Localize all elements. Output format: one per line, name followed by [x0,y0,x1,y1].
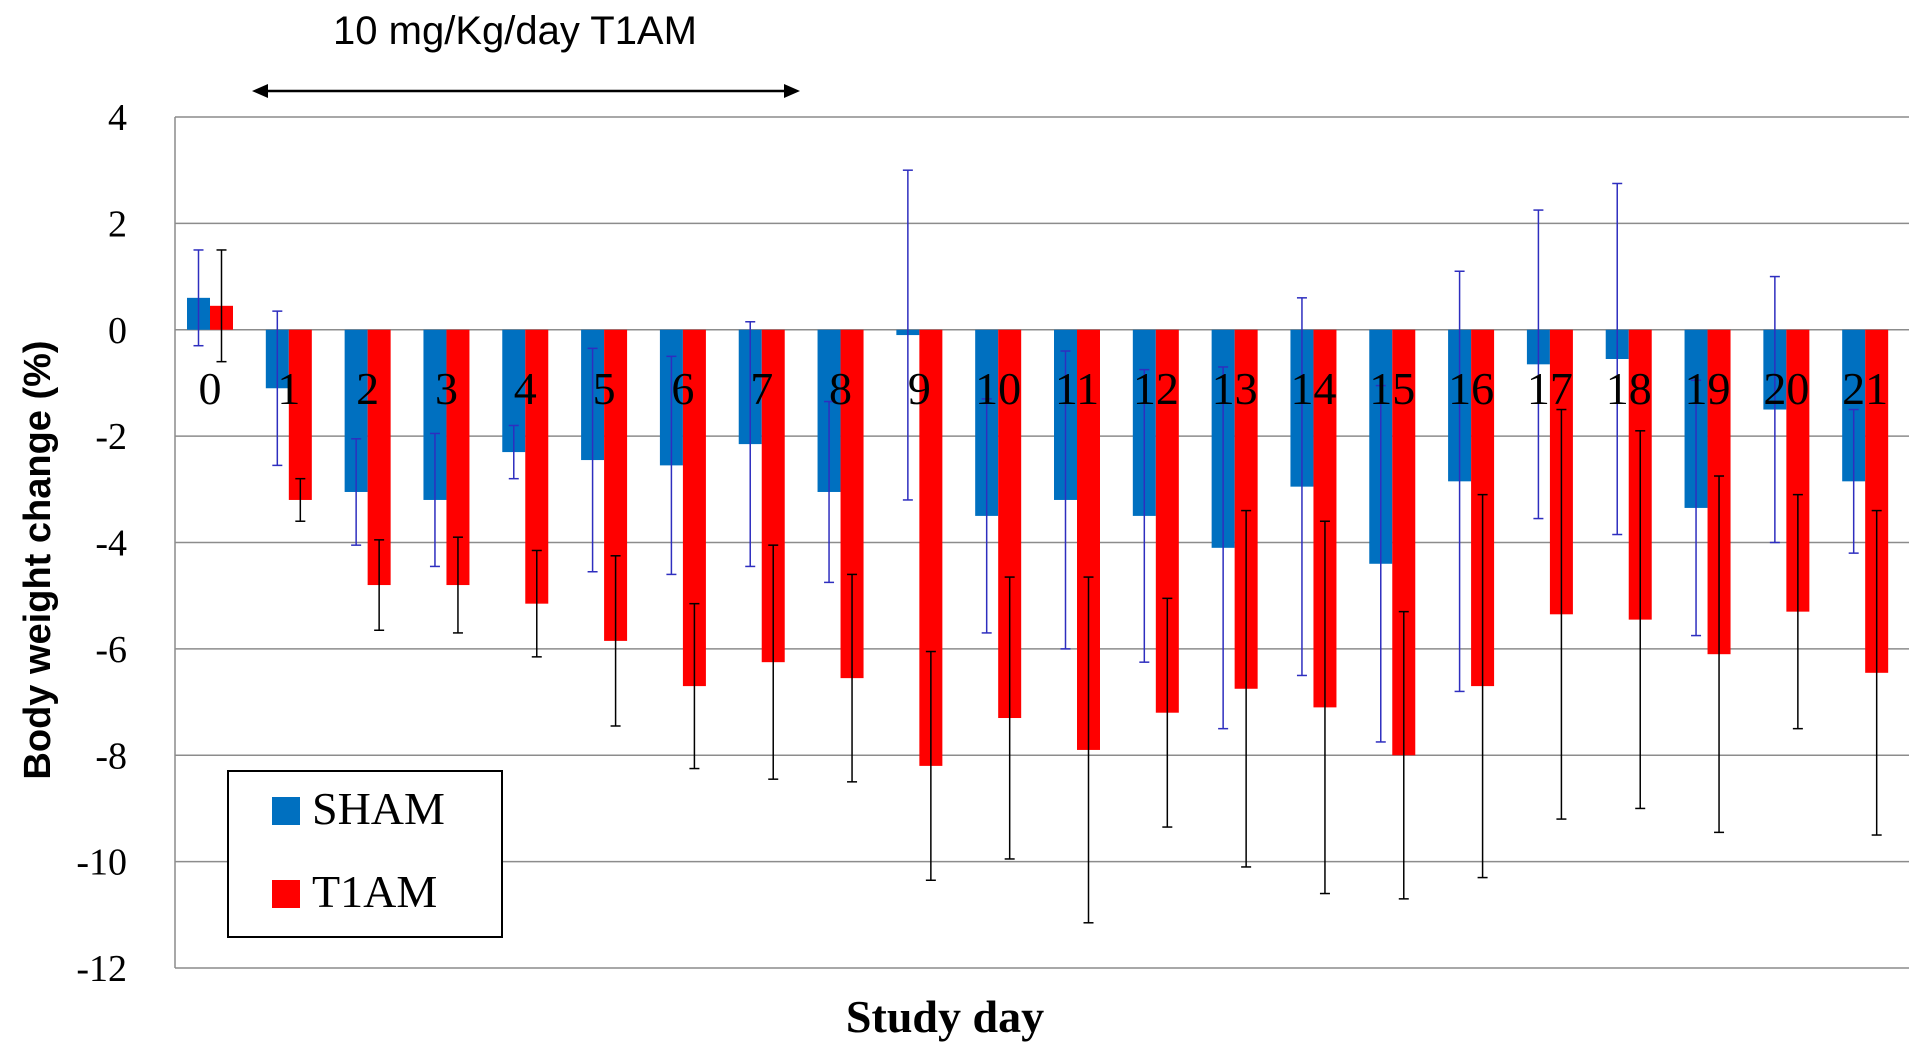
bar-t1am-day-14 [1313,329,1337,708]
y-tick-label: -12 [76,948,127,990]
x-tick-label: 15 [1369,363,1415,414]
y-tick-labels: 4 2 0 -2 -4 -6 -8 -10 -12 [76,97,127,990]
bar-t1am-day-3 [446,329,470,586]
x-tick-label: 19 [1685,363,1731,414]
bar-t1am-day-7 [761,329,785,663]
x-tick-label: 21 [1842,363,1888,414]
x-tick-label: 14 [1290,363,1336,414]
bar-sham-day-21 [1842,329,1866,482]
dosing-arrow [252,84,800,98]
legend-label-sham: SHAM [312,783,445,834]
x-tick-label: 6 [671,363,694,414]
x-tick-label: 12 [1133,363,1179,414]
y-tick-label: 2 [108,203,127,245]
bar-t1am-day-9 [919,329,943,766]
x-tick-label: 20 [1763,363,1809,414]
legend-swatch-sham [272,797,300,825]
x-tick-label: 0 [199,363,222,414]
y-tick-label: 4 [108,97,127,139]
x-tick-label: 3 [435,363,458,414]
bar-t1am-day-15 [1392,329,1416,756]
x-tick-label: 4 [514,363,537,414]
bar-t1am-day-10 [998,329,1022,719]
x-tick-label: 13 [1212,363,1258,414]
x-tick-label: 2 [356,363,379,414]
bar-t1am-day-1 [288,329,312,500]
x-tick-label: 7 [750,363,773,414]
bar-sham-day-3 [423,329,447,500]
y-tick-label: -4 [95,523,127,565]
bars [187,297,1889,766]
legend-label-t1am: T1AM [312,866,437,917]
x-tick-label: 16 [1448,363,1494,414]
legend: SHAM T1AM [227,770,503,938]
error-bars [193,169,1882,924]
bar-sham-day-2 [344,329,368,492]
bar-sham-day-4 [502,329,526,453]
y-axis-label: Body weight change (%) [17,340,59,779]
bar-t1am-day-5 [604,329,628,641]
bar-t1am-day-2 [367,329,391,586]
bar-t1am-day-8 [840,329,864,679]
y-tick-label: -2 [95,416,127,458]
legend-swatch-t1am [272,880,300,908]
x-tick-label: 10 [975,363,1021,414]
bar-t1am-day-20 [1786,329,1810,612]
bar-t1am-day-13 [1234,329,1258,689]
x-axis-label: Study day [846,991,1044,1042]
y-tick-label: -8 [95,735,127,777]
y-tick-label: 0 [108,310,127,352]
x-tick-label: 18 [1606,363,1652,414]
x-tick-label: 5 [593,363,616,414]
bar-t1am-day-11 [1077,329,1100,750]
x-tick-label: 9 [908,363,931,414]
bar-t1am-day-4 [525,329,549,604]
y-tick-label: -10 [76,842,127,884]
x-tick-label: 11 [1055,363,1099,414]
bar-t1am-day-6 [682,329,706,687]
x-tick-label: 17 [1527,363,1573,414]
dosing-annotation: 10 mg/Kg/day T1AM [333,9,697,53]
y-tick-label: -6 [95,629,127,671]
x-tick-label: 8 [829,363,852,414]
x-tick-labels: 0 1 2 3 4 5 6 7 8 9 10 11 12 13 14 15 16 17 18 19 20 21 [199,363,1889,414]
bar-t1am-day-21 [1865,329,1889,673]
bar-t1am-day-12 [1155,329,1179,713]
x-tick-label: 1 [277,363,300,414]
